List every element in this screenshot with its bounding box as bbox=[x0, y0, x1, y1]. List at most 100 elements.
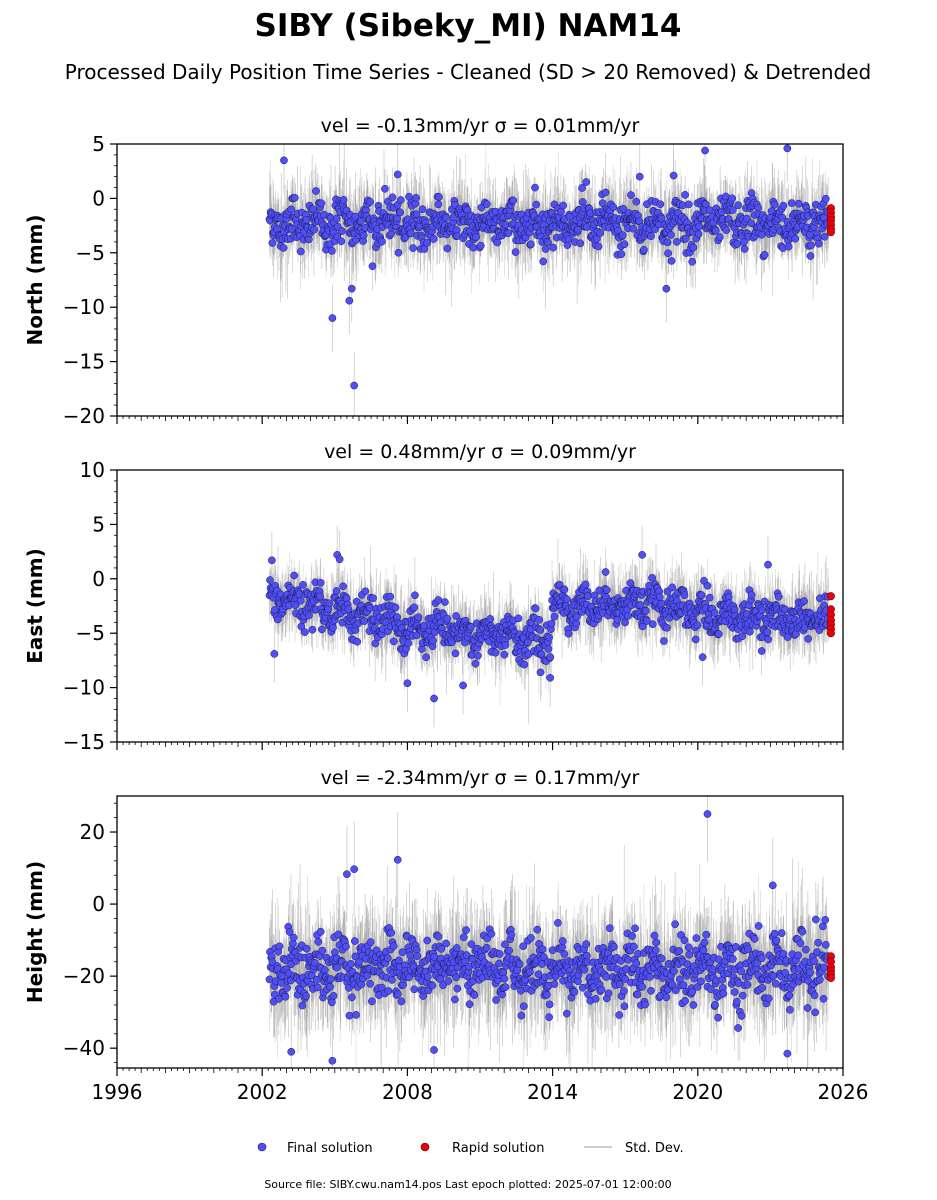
final-point bbox=[784, 242, 793, 251]
final-point-outlier bbox=[393, 170, 402, 179]
final-point-outlier bbox=[701, 146, 709, 155]
final-point bbox=[651, 225, 659, 234]
final-point bbox=[378, 237, 386, 246]
final-point bbox=[482, 200, 491, 208]
y-tick-label: −20 bbox=[63, 404, 105, 428]
final-point bbox=[681, 234, 690, 243]
panel-north: 5 0 −5 −10 −15 −20 North (mm) vel = -0.13mm/yr … bbox=[23, 115, 844, 428]
final-point bbox=[549, 243, 558, 252]
final-point bbox=[716, 233, 724, 241]
y-axis-label: North (mm) bbox=[23, 214, 47, 345]
final-point bbox=[673, 237, 681, 246]
final-point bbox=[598, 199, 607, 207]
final-point bbox=[317, 199, 326, 208]
final-point bbox=[511, 248, 520, 256]
final-point bbox=[394, 248, 403, 257]
final-point bbox=[711, 226, 720, 235]
final-point-outlier bbox=[669, 171, 678, 180]
final-point bbox=[667, 257, 676, 265]
final-point bbox=[476, 241, 485, 250]
final-point bbox=[576, 239, 585, 248]
final-point bbox=[689, 243, 698, 252]
final-point bbox=[328, 247, 336, 255]
final-point bbox=[270, 606, 279, 614]
final-point bbox=[509, 196, 518, 205]
final-points-north bbox=[265, 144, 833, 390]
final-point bbox=[435, 193, 443, 201]
final-point bbox=[728, 206, 737, 214]
final-point bbox=[627, 191, 635, 199]
final-point bbox=[664, 249, 672, 258]
final-point bbox=[396, 208, 405, 217]
final-point bbox=[596, 229, 605, 237]
final-point bbox=[578, 184, 586, 192]
final-point bbox=[791, 234, 800, 243]
y-tick-label: 5 bbox=[92, 132, 105, 156]
final-point bbox=[582, 178, 591, 186]
final-point bbox=[296, 247, 305, 256]
final-point bbox=[684, 200, 693, 209]
final-point bbox=[539, 257, 548, 266]
series-final-east bbox=[265, 526, 835, 728]
final-point-outlier bbox=[350, 381, 359, 390]
final-point bbox=[338, 227, 346, 235]
final-point bbox=[734, 201, 742, 210]
final-point bbox=[412, 194, 420, 202]
final-point bbox=[806, 252, 815, 260]
final-point bbox=[629, 224, 638, 233]
final-point bbox=[368, 262, 377, 271]
final-point bbox=[434, 200, 443, 209]
final-point bbox=[565, 212, 574, 221]
final-point bbox=[472, 233, 480, 241]
final-point bbox=[820, 232, 829, 241]
final-point bbox=[423, 239, 432, 247]
final-point bbox=[366, 198, 374, 206]
series-final-north bbox=[265, 144, 835, 416]
final-point-outlier bbox=[280, 156, 288, 165]
final-point bbox=[279, 244, 288, 252]
final-point bbox=[351, 212, 360, 221]
final-point bbox=[632, 197, 641, 206]
final-point bbox=[640, 245, 648, 254]
y-tick-label: 0 bbox=[92, 186, 105, 210]
final-point bbox=[541, 245, 550, 253]
final-point bbox=[688, 257, 697, 266]
final-point bbox=[728, 194, 737, 203]
final-point bbox=[504, 229, 513, 237]
final-point bbox=[531, 183, 539, 192]
y-tick-label: −15 bbox=[63, 350, 105, 374]
final-point bbox=[807, 241, 815, 250]
chart-subtitle: Processed Daily Position Time Series - C… bbox=[65, 60, 871, 84]
final-point bbox=[559, 201, 568, 210]
final-point bbox=[667, 231, 675, 239]
final-point bbox=[388, 193, 397, 202]
final-point bbox=[287, 205, 296, 214]
final-point bbox=[760, 250, 769, 259]
y-tick-label: −10 bbox=[63, 295, 105, 319]
final-point bbox=[618, 231, 627, 240]
rapid-point bbox=[826, 228, 835, 237]
final-point bbox=[356, 217, 365, 226]
final-point bbox=[663, 238, 672, 247]
final-point bbox=[273, 615, 282, 624]
final-point-outlier bbox=[328, 314, 337, 322]
final-point bbox=[339, 196, 348, 204]
final-point bbox=[617, 250, 626, 258]
final-point bbox=[770, 200, 779, 209]
final-point bbox=[814, 239, 823, 248]
final-point bbox=[268, 239, 277, 247]
final-point bbox=[747, 219, 755, 228]
final-point bbox=[412, 210, 421, 219]
chart-title: SIBY (Sibeky_MI) NAM14 bbox=[255, 8, 682, 44]
final-point bbox=[266, 576, 274, 584]
final-point bbox=[574, 225, 582, 234]
y-tick-label: −5 bbox=[76, 241, 105, 265]
final-point bbox=[285, 601, 293, 610]
final-point bbox=[609, 203, 618, 211]
final-point bbox=[443, 244, 452, 253]
final-point-outlier bbox=[635, 172, 644, 181]
rapid-points-north bbox=[826, 204, 835, 237]
final-point bbox=[418, 205, 427, 214]
